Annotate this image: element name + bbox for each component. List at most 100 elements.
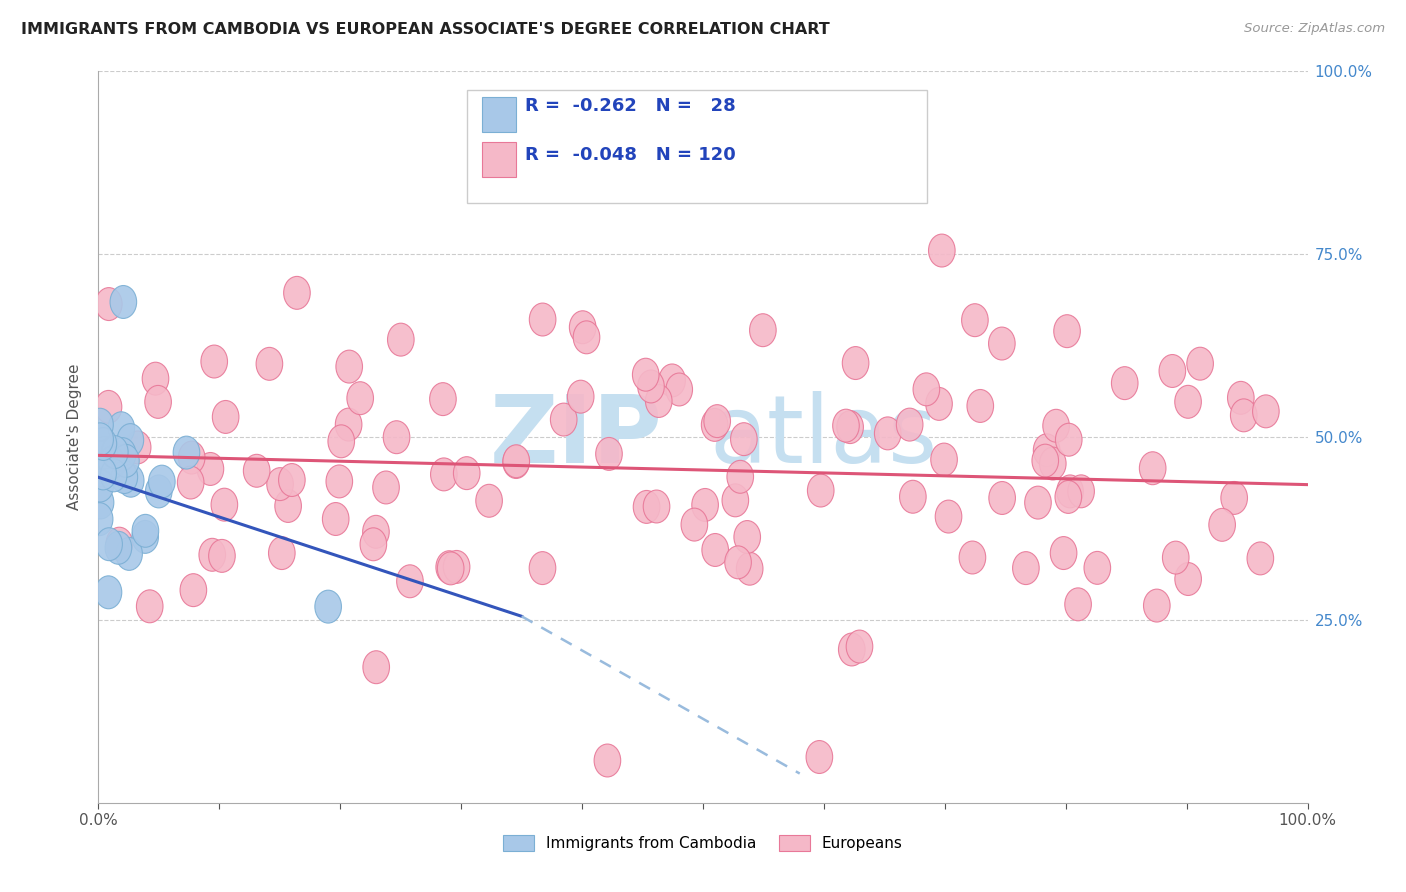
Ellipse shape: [118, 464, 143, 497]
Ellipse shape: [1053, 315, 1080, 348]
Ellipse shape: [430, 383, 456, 416]
Ellipse shape: [838, 633, 865, 666]
Ellipse shape: [702, 533, 728, 566]
Ellipse shape: [1159, 354, 1185, 387]
Ellipse shape: [388, 323, 415, 356]
Ellipse shape: [574, 321, 600, 354]
Ellipse shape: [100, 458, 127, 491]
Ellipse shape: [875, 417, 901, 450]
Ellipse shape: [269, 537, 295, 569]
Ellipse shape: [1056, 424, 1083, 456]
Ellipse shape: [1163, 541, 1189, 574]
Ellipse shape: [645, 384, 672, 417]
Ellipse shape: [373, 471, 399, 504]
Ellipse shape: [336, 351, 363, 383]
Text: R =  -0.262   N =   28: R = -0.262 N = 28: [526, 96, 735, 115]
Ellipse shape: [638, 370, 664, 403]
Ellipse shape: [959, 541, 986, 574]
Ellipse shape: [136, 590, 163, 623]
Ellipse shape: [1012, 551, 1039, 584]
Ellipse shape: [550, 403, 576, 436]
Ellipse shape: [1054, 481, 1081, 514]
Ellipse shape: [568, 380, 593, 413]
Ellipse shape: [96, 576, 122, 608]
Ellipse shape: [179, 442, 205, 474]
Ellipse shape: [108, 412, 135, 445]
Ellipse shape: [328, 425, 354, 458]
Ellipse shape: [335, 409, 361, 441]
Ellipse shape: [846, 630, 873, 663]
Ellipse shape: [177, 467, 204, 499]
Ellipse shape: [117, 424, 143, 457]
Ellipse shape: [897, 409, 922, 441]
Ellipse shape: [1064, 588, 1091, 621]
Ellipse shape: [1247, 542, 1274, 574]
Ellipse shape: [925, 387, 952, 420]
Ellipse shape: [208, 540, 235, 573]
Ellipse shape: [912, 373, 939, 406]
Ellipse shape: [322, 502, 349, 535]
Ellipse shape: [360, 528, 387, 561]
Ellipse shape: [315, 591, 342, 624]
Ellipse shape: [132, 520, 159, 553]
Ellipse shape: [90, 457, 117, 490]
Ellipse shape: [453, 457, 479, 490]
Ellipse shape: [702, 409, 728, 442]
Ellipse shape: [832, 409, 859, 442]
Ellipse shape: [837, 410, 863, 443]
Bar: [482, 143, 516, 178]
Ellipse shape: [437, 552, 464, 585]
Ellipse shape: [1084, 551, 1111, 584]
Ellipse shape: [1175, 385, 1201, 418]
Ellipse shape: [87, 423, 114, 456]
Ellipse shape: [1111, 367, 1137, 400]
Ellipse shape: [503, 445, 530, 478]
Ellipse shape: [201, 345, 228, 378]
Ellipse shape: [737, 552, 763, 585]
Ellipse shape: [931, 443, 957, 476]
Ellipse shape: [91, 436, 118, 469]
Ellipse shape: [384, 421, 409, 454]
Ellipse shape: [149, 466, 176, 498]
Ellipse shape: [475, 484, 502, 517]
Ellipse shape: [1057, 475, 1084, 508]
Text: atlas: atlas: [710, 391, 938, 483]
Ellipse shape: [98, 446, 125, 479]
FancyBboxPatch shape: [467, 90, 927, 203]
Ellipse shape: [212, 401, 239, 434]
Ellipse shape: [145, 475, 172, 508]
Ellipse shape: [731, 423, 758, 456]
Ellipse shape: [326, 465, 353, 498]
Ellipse shape: [430, 458, 457, 491]
Ellipse shape: [1050, 537, 1077, 569]
Ellipse shape: [1230, 399, 1257, 432]
Ellipse shape: [101, 435, 128, 468]
Ellipse shape: [1033, 434, 1060, 467]
Ellipse shape: [596, 437, 623, 470]
Ellipse shape: [87, 409, 114, 442]
Ellipse shape: [180, 574, 207, 607]
Ellipse shape: [633, 359, 659, 392]
Ellipse shape: [96, 287, 122, 320]
Ellipse shape: [935, 500, 962, 533]
Ellipse shape: [1067, 475, 1094, 508]
Ellipse shape: [1043, 409, 1070, 442]
Ellipse shape: [274, 490, 301, 523]
Ellipse shape: [988, 327, 1015, 360]
Ellipse shape: [727, 460, 754, 493]
Ellipse shape: [443, 550, 470, 583]
Ellipse shape: [111, 460, 138, 493]
Ellipse shape: [1139, 451, 1166, 484]
Legend: Immigrants from Cambodia, Europeans: Immigrants from Cambodia, Europeans: [498, 830, 908, 857]
Ellipse shape: [110, 285, 136, 318]
Ellipse shape: [243, 454, 270, 487]
Ellipse shape: [363, 651, 389, 683]
Ellipse shape: [749, 314, 776, 347]
Ellipse shape: [87, 486, 114, 519]
Ellipse shape: [278, 464, 305, 497]
Ellipse shape: [723, 483, 748, 516]
Ellipse shape: [1227, 382, 1254, 414]
Text: R =  -0.048   N = 120: R = -0.048 N = 120: [526, 146, 735, 164]
Ellipse shape: [197, 452, 224, 485]
Ellipse shape: [396, 565, 423, 598]
